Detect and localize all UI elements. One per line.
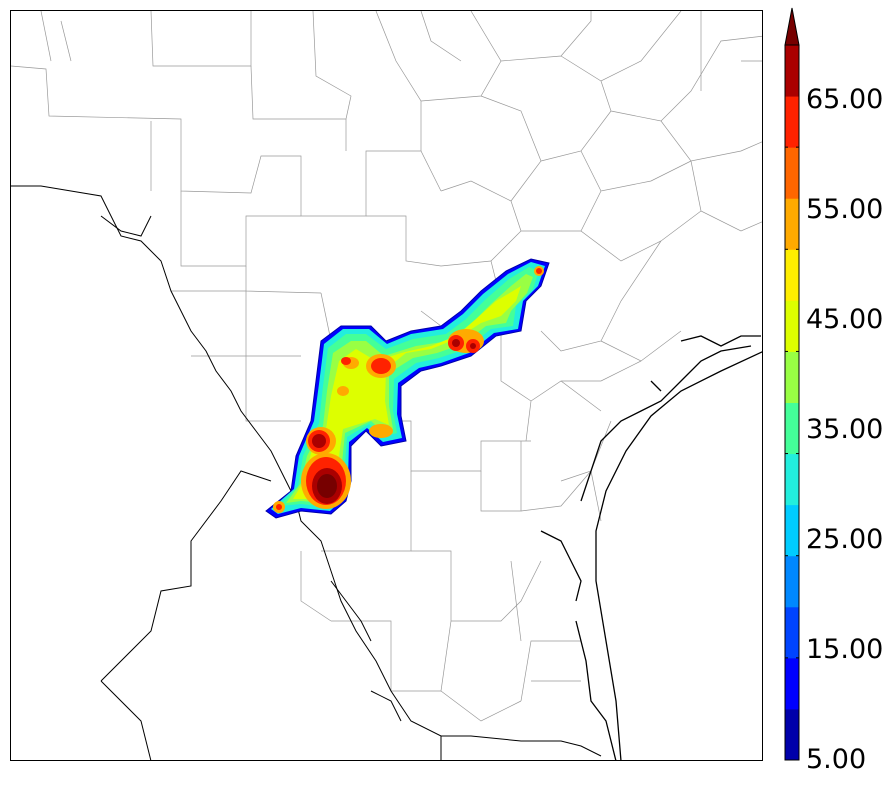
colorbar-label-55: 55.00 bbox=[806, 194, 884, 225]
colorbar-band bbox=[785, 96, 799, 148]
colorbar-band bbox=[785, 198, 799, 250]
international-border bbox=[11, 185, 602, 760]
colorbar-band bbox=[785, 147, 799, 199]
colorbar-band bbox=[785, 45, 799, 97]
map-panel[interactable] bbox=[10, 10, 763, 761]
colorbar-label-25: 25.00 bbox=[806, 524, 884, 555]
colorbar-band bbox=[785, 606, 799, 659]
colorbar-band bbox=[785, 555, 799, 608]
colorbar-label-15: 15.00 bbox=[806, 634, 884, 665]
colorbar-extend-arrow bbox=[784, 7, 800, 46]
colorbar-label-5: 5.00 bbox=[806, 744, 867, 775]
coastline bbox=[540, 335, 762, 760]
map-canvas bbox=[11, 11, 762, 760]
colorbar-band bbox=[785, 249, 799, 301]
colorbar bbox=[784, 0, 894, 785]
colorbar-label-65: 65.00 bbox=[806, 84, 884, 115]
colorbar-band bbox=[785, 453, 799, 506]
colorbar-band bbox=[785, 300, 799, 352]
colorbar-band bbox=[785, 708, 799, 761]
colorbar-band bbox=[785, 402, 799, 455]
colorbar-band bbox=[785, 657, 799, 710]
colorbar-band bbox=[785, 351, 799, 403]
colorbar-band bbox=[785, 504, 799, 557]
county-boundaries bbox=[11, 11, 762, 722]
precipitation-field bbox=[265, 258, 550, 519]
colorbar-label-45: 45.00 bbox=[806, 304, 884, 335]
colorbar-frame bbox=[784, 44, 800, 761]
colorbar-swatches bbox=[784, 7, 800, 761]
colorbar-label-35: 35.00 bbox=[806, 414, 884, 445]
